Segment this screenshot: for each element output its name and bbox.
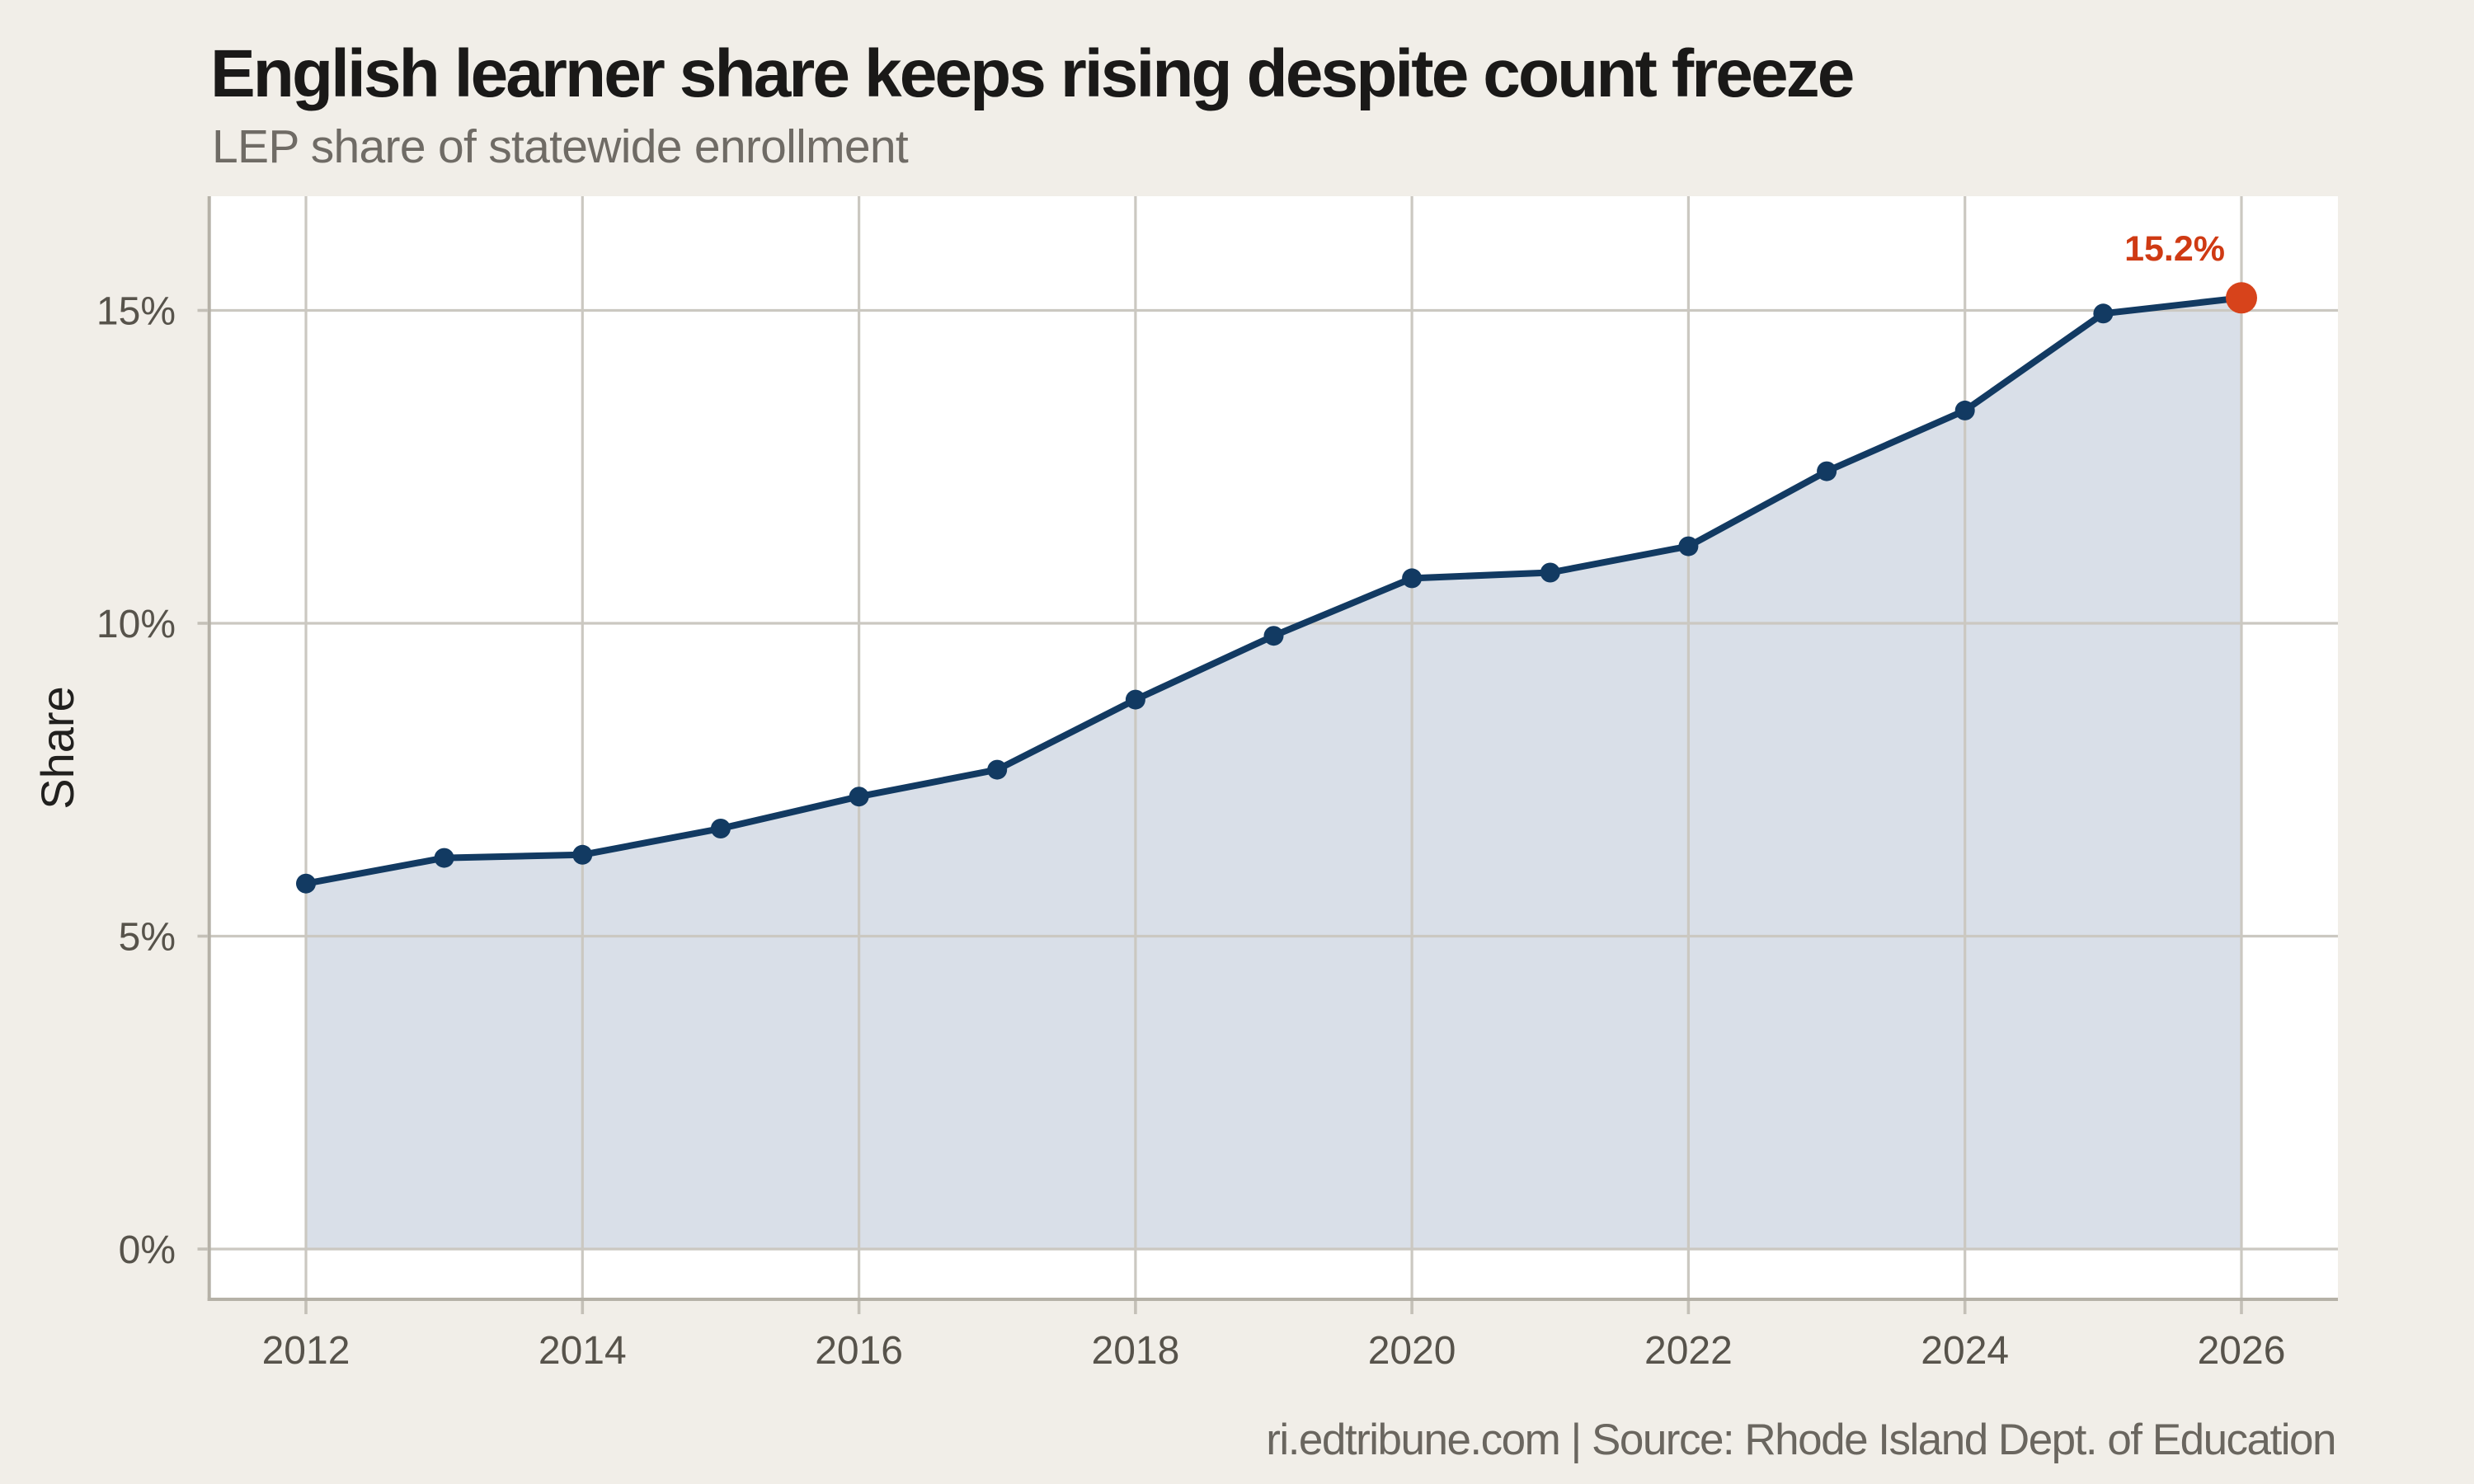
svg-text:2018: 2018 [1092,1329,1180,1373]
svg-text:5%: 5% [119,916,176,960]
svg-text:ri.edtribune.com | Source: Rho: ri.edtribune.com | Source: Rhode Island … [1266,1416,2335,1464]
svg-text:Share: Share [31,686,83,809]
svg-text:LEP share of statewide enrollm: LEP share of statewide enrollment [212,120,909,173]
svg-text:15.2%: 15.2% [2124,229,2225,269]
svg-text:2024: 2024 [1921,1329,2009,1373]
svg-text:0%: 0% [119,1228,176,1272]
svg-text:10%: 10% [96,603,176,646]
svg-text:2016: 2016 [815,1329,903,1373]
svg-text:2014: 2014 [539,1329,627,1373]
svg-text:15%: 15% [96,290,176,334]
svg-text:2012: 2012 [262,1329,350,1373]
svg-text:English learner share keeps ri: English learner share keeps rising despi… [210,36,1853,111]
svg-text:2026: 2026 [2198,1329,2286,1373]
svg-text:2022: 2022 [1644,1329,1733,1373]
svg-text:2020: 2020 [1368,1329,1456,1373]
